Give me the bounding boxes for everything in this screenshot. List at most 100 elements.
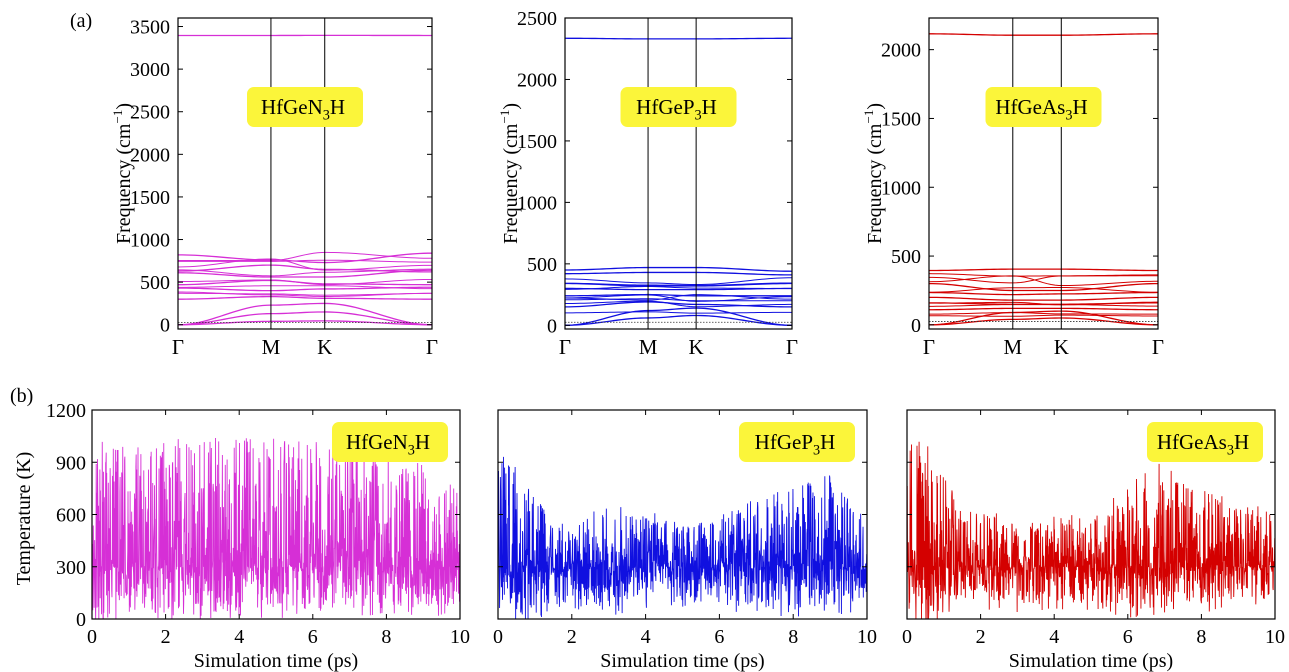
panel-label-a: (a) — [70, 10, 92, 32]
phonon-branch — [177, 269, 433, 278]
phonon-branch — [564, 300, 793, 308]
phonon-branch — [177, 295, 433, 300]
y-tick-label: 1000 — [517, 192, 557, 214]
y-tick-label: 1500 — [881, 108, 921, 130]
temperature-trace — [906, 441, 1276, 620]
x-tick-label: Γ — [786, 335, 798, 359]
x-tick-label: K — [1054, 335, 1069, 359]
y-tick-label: 2000 — [881, 40, 921, 62]
plot-frame — [564, 17, 793, 330]
plot-frame — [177, 17, 433, 330]
phonon-branch — [928, 268, 1159, 272]
x-tick-label: 2 — [976, 626, 986, 648]
phonon-branch — [564, 277, 793, 286]
phonon-branch — [928, 310, 1159, 326]
compound-label-box — [620, 87, 737, 127]
phonon-branch — [928, 275, 1159, 287]
plot-frame — [928, 17, 1159, 330]
phonon-branch — [565, 298, 792, 302]
phonon-branch — [564, 286, 792, 290]
x-axis-label: Simulation time (ps) — [194, 650, 358, 672]
x-tick-label: 10 — [450, 626, 470, 648]
phonon-branch — [929, 314, 1159, 317]
y-tick-label: 500 — [140, 272, 170, 294]
y-tick-label: 900 — [56, 452, 86, 474]
phonon-branch — [177, 258, 433, 271]
x-tick-label: Γ — [172, 335, 184, 359]
phonon-branch — [177, 320, 433, 326]
compound-label-box — [1147, 422, 1263, 462]
x-tick-label: 8 — [381, 626, 391, 648]
x-tick-label: M — [639, 335, 658, 359]
phonon-branch — [177, 311, 433, 326]
compound-label-box — [247, 87, 363, 127]
x-axis-label: Simulation time (ps) — [1009, 650, 1173, 672]
phonon-branch — [564, 293, 792, 297]
phonon-branch — [928, 282, 1159, 292]
phonon-panel-1: 0 500 1000 1500 2000 2500 3000 3500 Γ M K Γ Frequenc… — [110, 17, 438, 359]
phonon-branch — [928, 301, 1159, 306]
y-tick-label: 3000 — [130, 59, 170, 81]
phonon-branch — [928, 296, 1159, 301]
x-tick-label: M — [1003, 335, 1022, 359]
md-panel-2: 0 2 4 6 8 10 Simulation time (ps) HfGeP3H — [493, 409, 877, 672]
x-tick-label: Γ — [426, 335, 438, 359]
y-tick-label: 1000 — [130, 230, 170, 252]
y-tick-label: 2500 — [517, 8, 557, 30]
phonon-branch — [177, 285, 433, 290]
phonon-branches — [177, 34, 433, 326]
y-tick-label: 500 — [527, 254, 557, 276]
phonon-branch — [564, 282, 793, 287]
phonon-branch — [564, 311, 792, 314]
phonon-panel-2: 0 500 1000 1500 2000 2500 Γ M K Γ Frequency (cm−1)… — [497, 8, 798, 359]
x-tick-label: Γ — [923, 335, 935, 359]
x-tick-label: 10 — [857, 626, 877, 648]
phonon-branch — [178, 251, 433, 261]
compound-label-box — [332, 422, 448, 462]
x-tick-label: 0 — [87, 626, 97, 648]
y-tick-label: 500 — [891, 246, 921, 268]
phonon-high-branch — [564, 37, 792, 40]
phonon-branch — [928, 291, 1159, 296]
phonon-branch — [564, 282, 793, 286]
md-panel-3: 0 2 4 6 8 10 Simulation time (ps) HfGeAs3H — [902, 409, 1285, 672]
x-tick-label: 0 — [902, 626, 912, 648]
phonon-branches — [564, 37, 793, 326]
y-tick-label: 600 — [56, 505, 86, 527]
y-tick-label: 300 — [56, 557, 86, 579]
phonon-branch — [177, 268, 433, 277]
phonon-branch — [565, 271, 793, 276]
compound-label: HfGeP3H — [755, 430, 836, 458]
x-tick-label: 10 — [1265, 626, 1285, 648]
phonon-branch — [564, 301, 793, 308]
compound-label: HfGeN3H — [346, 430, 430, 458]
md-panel-1: 0 2 4 6 8 10 0 300 600 900 1200 Simulation time (ps… — [13, 400, 470, 672]
y-tick-label: 2000 — [517, 69, 557, 91]
x-tick-label: K — [689, 335, 704, 359]
phonon-branch — [177, 302, 433, 326]
compound-label: HfGeAs3H — [995, 95, 1087, 123]
x-tick-label: M — [262, 335, 281, 359]
phonon-branch — [928, 275, 1158, 284]
phonon-high-branch — [929, 33, 1158, 36]
phonon-branch — [177, 291, 433, 297]
x-tick-label: Γ — [1152, 335, 1164, 359]
x-tick-label: 6 — [714, 626, 724, 648]
phonon-branches — [928, 33, 1159, 326]
x-tick-label: 2 — [567, 626, 577, 648]
phonon-branch — [178, 259, 433, 263]
phonon-branch — [928, 304, 1159, 307]
y-tick-label: 0 — [160, 315, 170, 337]
phonon-branch — [928, 312, 1158, 315]
x-tick-label: 4 — [1049, 626, 1059, 648]
phonon-branch — [564, 307, 793, 326]
x-axis-label: Simulation time (ps) — [600, 650, 764, 672]
x-tick-label: 4 — [641, 626, 651, 648]
x-tick-label: 8 — [1196, 626, 1206, 648]
compound-label: HfGeN3H — [261, 95, 345, 123]
x-tick-label: 6 — [1123, 626, 1133, 648]
phonon-branch — [928, 317, 1159, 326]
x-tick-label: 2 — [161, 626, 171, 648]
y-tick-label: 3500 — [130, 17, 170, 39]
